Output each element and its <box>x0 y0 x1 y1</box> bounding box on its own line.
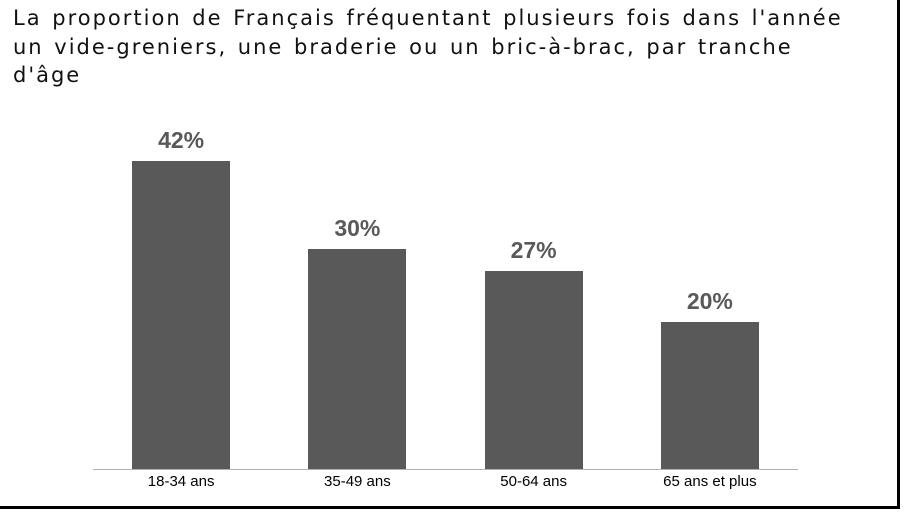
bar-category-label: 35-49 ans <box>324 473 391 490</box>
bar-category-label: 65 ans et plus <box>663 473 757 490</box>
chart-title: La proportion de Français fréquentant pl… <box>13 6 843 87</box>
bar-category-label: 50-64 ans <box>500 473 567 490</box>
bar <box>132 161 231 469</box>
bar-value-label: 20% <box>686 288 733 314</box>
bar <box>660 322 759 469</box>
bar-value-label: 30% <box>334 215 381 241</box>
x-axis-line <box>93 469 798 470</box>
bar <box>484 271 583 469</box>
bar-category-label: 18-34 ans <box>147 473 215 490</box>
bar-value-label: 42% <box>158 127 205 153</box>
bar-value-label: 27% <box>510 237 557 263</box>
bar <box>308 249 407 469</box>
